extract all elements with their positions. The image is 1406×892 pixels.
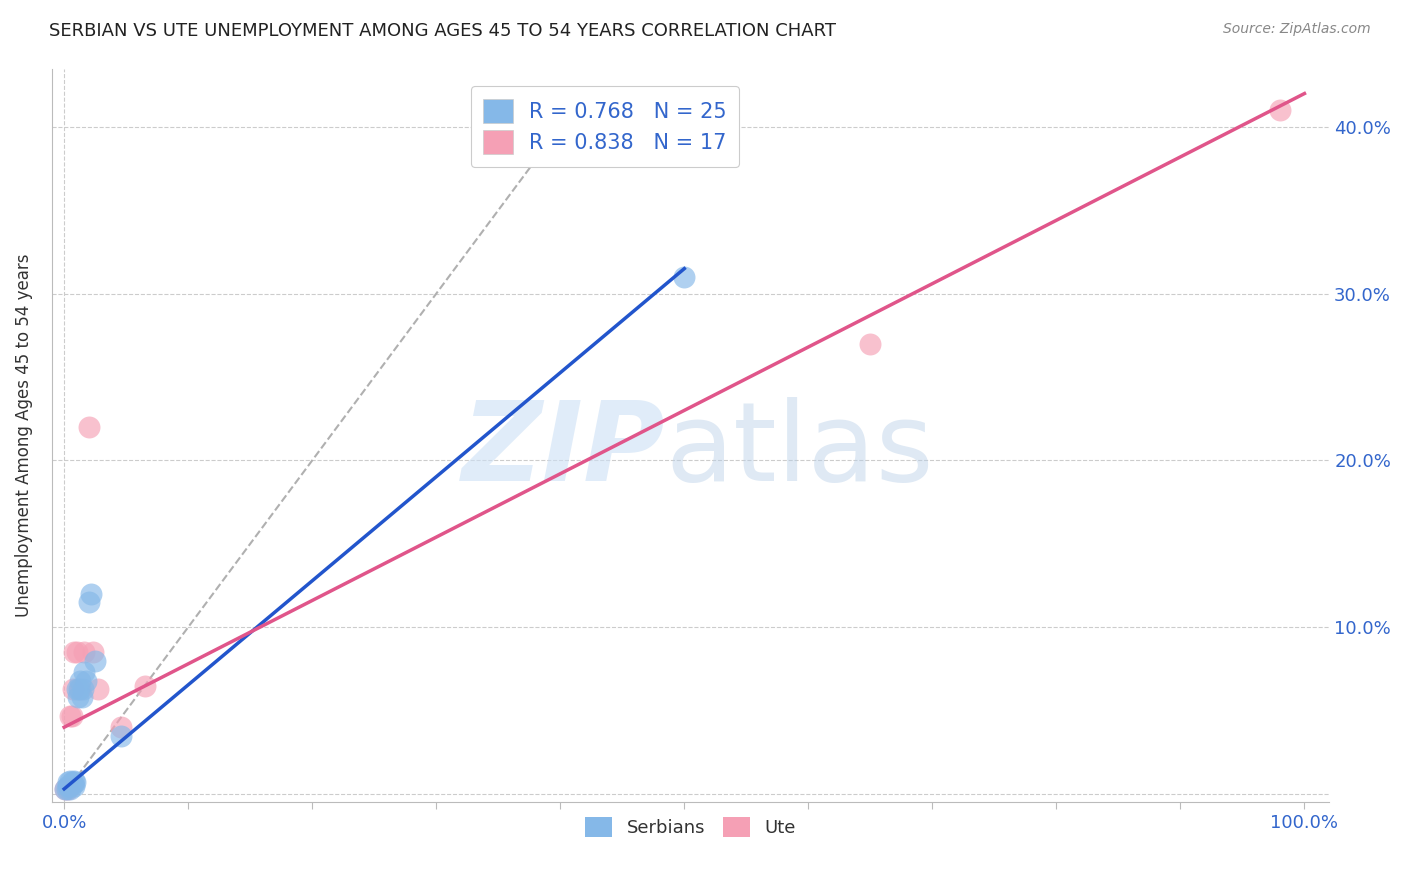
Point — [110, 729, 132, 743]
Point — [55, 781, 77, 796]
Point — [59, 708, 82, 723]
Point — [67, 681, 90, 696]
Point — [63, 645, 86, 659]
Point — [73, 665, 96, 680]
Point — [56, 781, 79, 796]
Point — [82, 645, 104, 659]
Point — [86, 681, 108, 696]
Point — [76, 673, 98, 688]
Point — [60, 708, 83, 723]
Point — [65, 775, 87, 789]
Point — [69, 681, 91, 696]
Point — [77, 420, 100, 434]
Point — [58, 779, 80, 793]
Point — [73, 645, 96, 659]
Point — [55, 781, 77, 796]
Point — [59, 781, 82, 796]
Point — [673, 270, 696, 285]
Point — [134, 679, 156, 693]
Point — [84, 653, 107, 667]
Point — [56, 779, 79, 793]
Point — [60, 775, 83, 789]
Point — [72, 681, 94, 696]
Point — [63, 773, 86, 788]
Text: Source: ZipAtlas.com: Source: ZipAtlas.com — [1223, 22, 1371, 37]
Point — [1268, 103, 1291, 118]
Point — [58, 779, 80, 793]
Legend: Serbians, Ute: Serbians, Ute — [578, 809, 803, 845]
Text: ZIP: ZIP — [461, 397, 665, 504]
Point — [62, 681, 84, 696]
Text: atlas: atlas — [665, 397, 934, 504]
Text: SERBIAN VS UTE UNEMPLOYMENT AMONG AGES 45 TO 54 YEARS CORRELATION CHART: SERBIAN VS UTE UNEMPLOYMENT AMONG AGES 4… — [49, 22, 837, 40]
Point — [859, 336, 882, 351]
Point — [63, 779, 86, 793]
Point — [62, 777, 84, 791]
Point — [69, 673, 91, 688]
Point — [77, 595, 100, 609]
Point — [70, 690, 93, 705]
Point — [59, 773, 82, 788]
Point — [80, 587, 103, 601]
Y-axis label: Unemployment Among Ages 45 to 54 years: Unemployment Among Ages 45 to 54 years — [15, 253, 32, 617]
Point — [65, 681, 87, 696]
Point — [66, 690, 89, 705]
Point — [55, 781, 77, 796]
Point — [56, 775, 79, 789]
Point — [110, 720, 132, 734]
Point — [65, 645, 87, 659]
